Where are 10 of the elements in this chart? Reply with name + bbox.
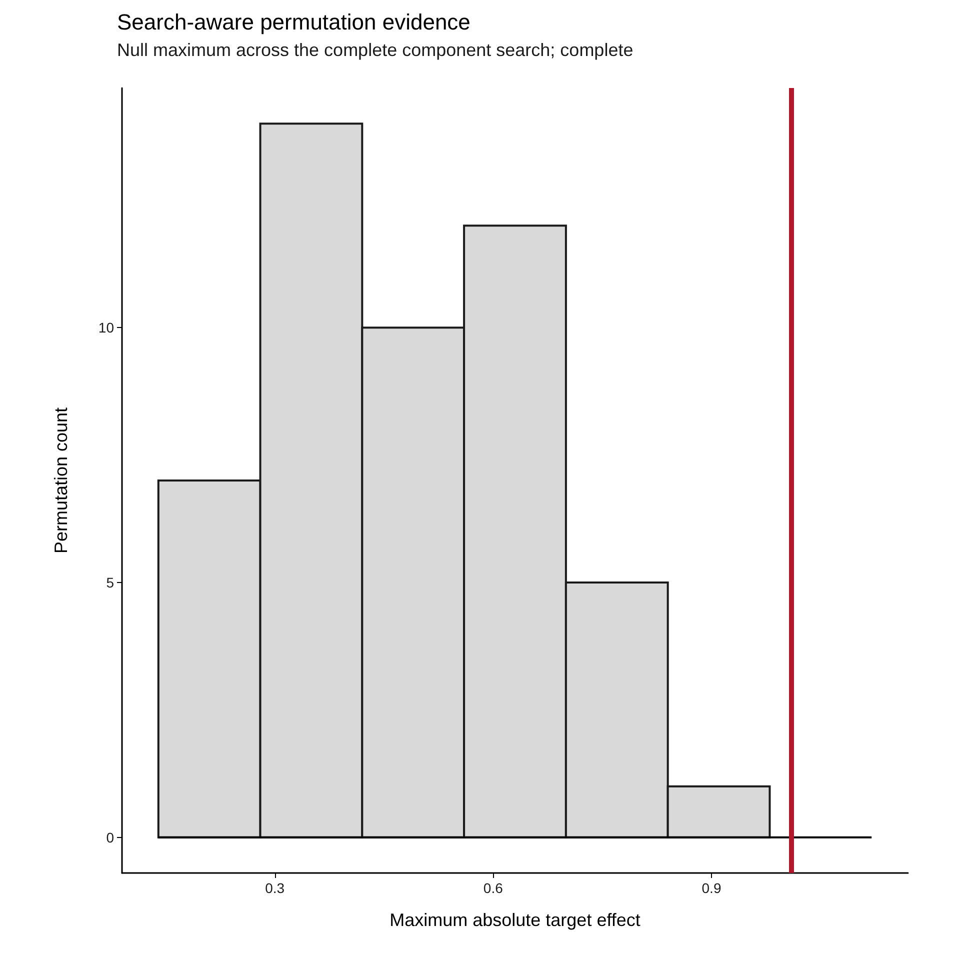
y-tick-label: 0 — [106, 829, 114, 846]
chart-subtitle: Null maximum across the complete component search; complete — [117, 40, 634, 60]
chart-title: Search-aware permutation evidence — [117, 10, 470, 34]
y-tick-label: 5 — [106, 574, 114, 590]
y-tick-label: 10 — [98, 320, 114, 336]
y-axis-title: Permutation count — [51, 407, 71, 554]
x-axis-title: Maximum absolute target effect — [390, 910, 640, 930]
x-tick-label: 0.6 — [483, 880, 504, 896]
x-tick-label: 0.9 — [702, 880, 722, 896]
x-tick-label: 0.3 — [265, 880, 285, 896]
